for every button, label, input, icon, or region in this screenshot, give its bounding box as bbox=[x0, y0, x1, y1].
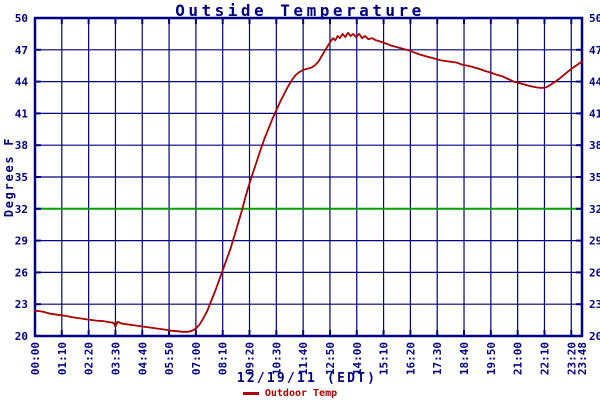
svg-text:23: 23 bbox=[589, 298, 600, 311]
svg-text:15:10: 15:10 bbox=[378, 342, 391, 375]
legend: Outdoor Temp bbox=[0, 388, 590, 399]
svg-text:20: 20 bbox=[589, 330, 600, 343]
svg-text:23:20: 23:20 bbox=[565, 342, 578, 375]
svg-text:04:40: 04:40 bbox=[136, 342, 149, 375]
x-axis-labels: 00:00 01:10 02:20 03:30 04:40 05:50 07:00 08:10… bbox=[29, 342, 589, 375]
svg-text:07:00: 07:00 bbox=[190, 342, 203, 375]
svg-text:41: 41 bbox=[15, 107, 29, 120]
svg-text:09:20: 09:20 bbox=[244, 342, 257, 375]
grid-lines bbox=[35, 18, 582, 336]
svg-text:10:30: 10:30 bbox=[270, 342, 283, 375]
svg-text:19:50: 19:50 bbox=[485, 342, 498, 375]
svg-text:23: 23 bbox=[15, 298, 28, 311]
y-axis-labels: 20 20 23 23 26 26 29 29 32 32 35 35 38 38 41 41 44 44 47 47… bbox=[15, 12, 600, 343]
svg-text:20: 20 bbox=[15, 330, 28, 343]
chart-title: Outside Temperature bbox=[175, 1, 425, 20]
svg-text:38: 38 bbox=[15, 139, 28, 152]
svg-text:03:30: 03:30 bbox=[109, 342, 122, 375]
svg-text:32: 32 bbox=[15, 203, 28, 216]
svg-text:26: 26 bbox=[15, 266, 29, 279]
svg-text:14:00: 14:00 bbox=[351, 342, 364, 375]
svg-text:35: 35 bbox=[15, 171, 28, 184]
svg-text:35: 35 bbox=[589, 171, 600, 184]
svg-text:01:10: 01:10 bbox=[56, 342, 69, 375]
svg-text:12:50: 12:50 bbox=[324, 342, 337, 375]
svg-text:23:48: 23:48 bbox=[576, 342, 589, 375]
x-axis-date-label: 12/19/11 (EDT) bbox=[236, 371, 378, 386]
svg-text:02:20: 02:20 bbox=[83, 342, 96, 375]
y-axis-title: Degrees F bbox=[2, 136, 16, 218]
svg-text:16:20: 16:20 bbox=[404, 342, 417, 375]
svg-text:44: 44 bbox=[589, 76, 600, 89]
svg-text:21:00: 21:00 bbox=[512, 342, 525, 375]
svg-text:11:40: 11:40 bbox=[297, 342, 310, 375]
plot-border bbox=[33, 16, 584, 338]
svg-text:38: 38 bbox=[589, 139, 600, 152]
svg-text:41: 41 bbox=[589, 107, 600, 120]
legend-line-swatch bbox=[242, 392, 259, 395]
svg-text:05:50: 05:50 bbox=[163, 342, 176, 375]
svg-text:47: 47 bbox=[589, 44, 600, 57]
svg-text:29: 29 bbox=[15, 235, 28, 248]
svg-text:00:00: 00:00 bbox=[29, 342, 42, 375]
svg-text:50: 50 bbox=[589, 12, 600, 25]
svg-text:29: 29 bbox=[589, 235, 600, 248]
svg-text:26: 26 bbox=[589, 266, 600, 279]
svg-text:22:10: 22:10 bbox=[538, 342, 551, 375]
temperature-line bbox=[34, 31, 583, 333]
svg-text:08:10: 08:10 bbox=[217, 342, 230, 375]
svg-text:47: 47 bbox=[15, 44, 28, 57]
svg-text:44: 44 bbox=[15, 76, 29, 89]
svg-text:17:30: 17:30 bbox=[431, 342, 444, 375]
svg-text:18:40: 18:40 bbox=[458, 342, 471, 375]
svg-text:32: 32 bbox=[589, 203, 600, 216]
svg-text:50: 50 bbox=[15, 12, 28, 25]
legend-series-label: Outdoor Temp bbox=[264, 388, 338, 399]
